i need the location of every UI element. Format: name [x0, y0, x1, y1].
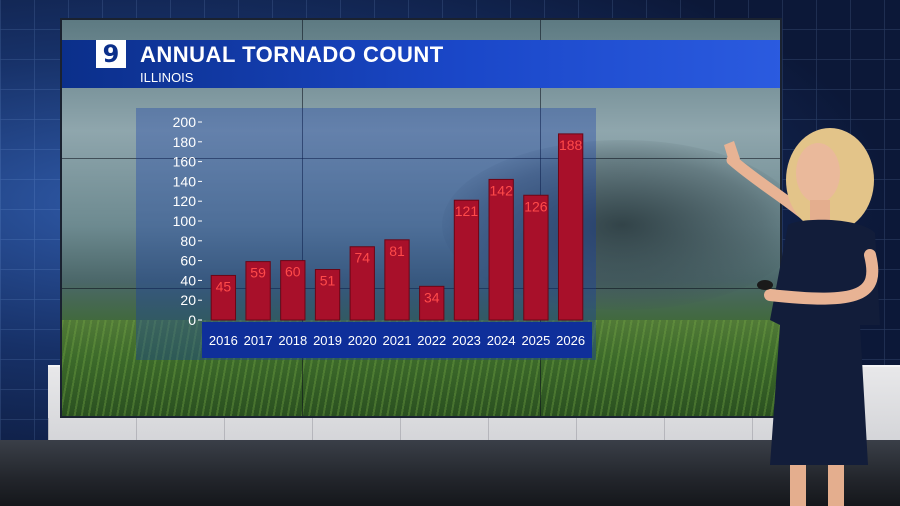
bar: [210, 274, 237, 321]
title-bar: [62, 40, 780, 88]
x-tick-label: 2025: [521, 333, 550, 348]
y-tick-label: 80: [180, 233, 196, 249]
y-tick-label: 140: [173, 173, 197, 189]
bar-value-label: 34: [424, 289, 440, 305]
y-tick-label: 200: [173, 114, 197, 130]
bar: [419, 285, 445, 321]
bar: [453, 199, 480, 321]
x-tick-label: 2017: [244, 333, 273, 348]
y-tick-label: 40: [180, 272, 196, 288]
y-tick-label: 0: [188, 312, 196, 328]
y-tick-label: 100: [173, 213, 197, 229]
bar: [280, 260, 306, 321]
bar: [557, 133, 584, 321]
bar: [314, 269, 341, 321]
x-axis-band: [202, 322, 592, 358]
bar-value-label: 45: [216, 278, 232, 294]
bar-value-label: 188: [559, 137, 583, 153]
video-wall: 9 ANNUAL TORNADO COUNT ILLINOIS 0 20 40 60 8…: [60, 18, 782, 418]
studio-floor: [0, 440, 900, 506]
bar: [523, 194, 549, 321]
bar: [488, 178, 514, 321]
bar: [245, 261, 271, 321]
chart-panel: 0 20 40 60 80 100 120 140 160 180 200 45 2016 59 2017 6…: [136, 108, 596, 360]
station-logo: 9: [96, 40, 126, 68]
bar: [349, 246, 375, 321]
bar-value-label: 74: [354, 250, 370, 266]
bar-value-label: 121: [455, 203, 479, 219]
bar-chart: 0 20 40 60 80 100 120 140 160 180 200 45 2016 59 2017 6…: [173, 114, 592, 358]
x-tick-label: 2023: [452, 333, 481, 348]
chart-subtitle: ILLINOIS: [140, 70, 194, 85]
x-tick-label: 2026: [556, 333, 585, 348]
bar-value-label: 60: [285, 264, 301, 280]
y-tick-label: 120: [173, 193, 197, 209]
chart-title: ANNUAL TORNADO COUNT: [140, 42, 444, 67]
bar: [384, 239, 410, 321]
y-tick-label: 60: [180, 253, 196, 269]
x-tick-label: 2016: [209, 333, 238, 348]
bar-value-label: 126: [524, 198, 548, 214]
x-tick-label: 2020: [348, 333, 377, 348]
presenter: [724, 128, 880, 506]
x-tick-label: 2024: [487, 333, 516, 348]
bar-value-label: 81: [389, 243, 405, 259]
x-tick-label: 2021: [383, 333, 412, 348]
bar-value-label: 59: [250, 265, 266, 281]
wall-seam: [62, 158, 780, 159]
x-tick-label: 2018: [278, 333, 307, 348]
bar-value-label: 51: [320, 273, 336, 289]
y-tick-label: 160: [173, 154, 197, 170]
bar-value-label: 142: [490, 182, 514, 198]
wall-seam: [302, 20, 303, 416]
x-tick-label: 2022: [417, 333, 446, 348]
y-tick-label: 180: [173, 134, 197, 150]
y-tick-label: 20: [180, 292, 196, 308]
x-tick-label: 2019: [313, 333, 342, 348]
